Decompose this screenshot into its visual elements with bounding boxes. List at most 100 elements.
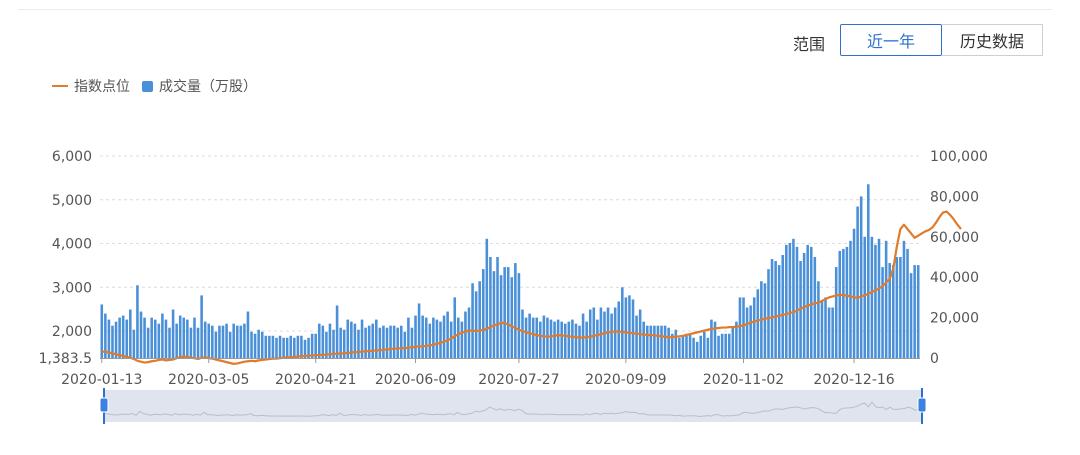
volume-bar bbox=[581, 313, 585, 358]
volume-bar bbox=[392, 325, 396, 358]
volume-bar bbox=[891, 265, 895, 358]
volume-bar bbox=[478, 281, 481, 358]
volume-bar bbox=[856, 206, 859, 358]
x-axis-tick-label: 2020-03-05 bbox=[168, 372, 249, 388]
volume-bar bbox=[432, 317, 435, 358]
volume-bar bbox=[421, 315, 424, 358]
volume-bar bbox=[342, 329, 346, 358]
volume-bar bbox=[817, 281, 820, 358]
legend-bar-label[interactable]: 成交量（万股） bbox=[159, 79, 257, 95]
volume-bar bbox=[699, 335, 703, 358]
volume-bar bbox=[186, 319, 189, 358]
volume-bar bbox=[164, 319, 168, 358]
volume-bar bbox=[496, 257, 499, 358]
volume-bar bbox=[899, 257, 902, 358]
volume-bar bbox=[742, 297, 745, 358]
volume-bar bbox=[399, 325, 403, 358]
volume-bar bbox=[353, 323, 357, 358]
volume-bar bbox=[738, 297, 742, 358]
volume-bar bbox=[806, 244, 809, 358]
volume-bar bbox=[535, 317, 539, 358]
volume-bar bbox=[218, 325, 221, 358]
x-axis-tick-label: 2020-11-02 bbox=[703, 372, 784, 388]
volume-bar bbox=[307, 337, 310, 358]
volume-bar bbox=[417, 303, 421, 358]
volume-bar bbox=[720, 333, 724, 358]
volume-bar bbox=[685, 333, 688, 358]
volume-bar bbox=[357, 329, 360, 358]
volume-bar bbox=[232, 323, 235, 358]
zoom-track bbox=[104, 390, 922, 422]
volume-bar bbox=[592, 307, 596, 358]
volume-bar bbox=[428, 323, 432, 358]
volume-bar bbox=[257, 329, 260, 358]
volume-bar bbox=[371, 323, 375, 358]
volume-bar bbox=[129, 309, 132, 358]
x-axis-tick-label: 2020-06-09 bbox=[375, 372, 456, 388]
volume-bar bbox=[752, 297, 756, 358]
volume-bar bbox=[713, 321, 717, 358]
volume-bar bbox=[168, 327, 171, 358]
volume-bar bbox=[396, 327, 399, 358]
volume-bar bbox=[136, 285, 139, 358]
volume-bar bbox=[596, 319, 599, 358]
volume-bar bbox=[328, 323, 332, 358]
volume-bar bbox=[146, 327, 150, 358]
volume-bar bbox=[300, 335, 303, 358]
volume-bar bbox=[585, 321, 588, 358]
volume-bar bbox=[820, 301, 824, 358]
volume-bar bbox=[485, 238, 489, 358]
volume-bar bbox=[317, 323, 321, 358]
volume-bar bbox=[567, 321, 571, 358]
volume-bar bbox=[449, 321, 453, 358]
volume-bar bbox=[777, 265, 781, 358]
volume-bar bbox=[189, 327, 193, 358]
volume-bar bbox=[628, 295, 631, 358]
volume-bar bbox=[514, 263, 517, 358]
volume-bar bbox=[692, 337, 695, 358]
top-divider bbox=[18, 9, 1052, 10]
volume-bar bbox=[410, 327, 414, 358]
volume-bar bbox=[104, 313, 107, 358]
volume-bar bbox=[895, 257, 899, 358]
volume-bar bbox=[474, 291, 478, 358]
range-one-year-button[interactable]: 近一年 bbox=[840, 24, 942, 56]
legend-bar-swatch[interactable] bbox=[142, 80, 153, 92]
volume-bar bbox=[670, 333, 674, 358]
volume-bar bbox=[310, 333, 314, 358]
volume-bar bbox=[503, 267, 506, 358]
zoom-handle-left[interactable] bbox=[99, 397, 109, 413]
volume-bar bbox=[653, 325, 656, 358]
volume-bar bbox=[389, 325, 392, 358]
legend-line-label[interactable]: 指数点位 bbox=[74, 79, 130, 95]
left-axis-tick: 5,000 bbox=[52, 193, 92, 209]
x-axis-tick-label: 2020-04-21 bbox=[275, 372, 356, 388]
volume-bar bbox=[603, 311, 606, 358]
volume-bar bbox=[207, 323, 211, 358]
volume-bar bbox=[531, 317, 535, 358]
volume-bar bbox=[282, 337, 285, 358]
volume-bar bbox=[157, 323, 161, 358]
volume-bar bbox=[902, 240, 906, 358]
legend-line-swatch[interactable] bbox=[52, 85, 68, 87]
range-history-button[interactable]: 历史数据 bbox=[942, 24, 1043, 56]
volume-bar bbox=[795, 246, 799, 358]
volume-bar bbox=[182, 317, 186, 358]
volume-bar bbox=[649, 325, 653, 358]
volume-bar bbox=[435, 319, 439, 358]
volume-bar bbox=[499, 275, 503, 358]
zoom-handle-right[interactable] bbox=[917, 397, 927, 413]
volume-bar bbox=[118, 317, 121, 358]
volume-bar bbox=[724, 333, 727, 358]
volume-bar bbox=[563, 323, 567, 358]
volume-bar bbox=[785, 244, 788, 358]
volume-bar bbox=[874, 244, 877, 358]
volume-bar bbox=[211, 325, 214, 358]
volume-bar bbox=[571, 319, 574, 358]
volume-bar bbox=[838, 250, 842, 358]
volume-bar bbox=[453, 297, 457, 358]
volume-bar bbox=[727, 333, 731, 358]
volume-bar bbox=[870, 236, 874, 358]
volume-bar bbox=[467, 307, 471, 358]
volume-bar bbox=[524, 317, 528, 358]
